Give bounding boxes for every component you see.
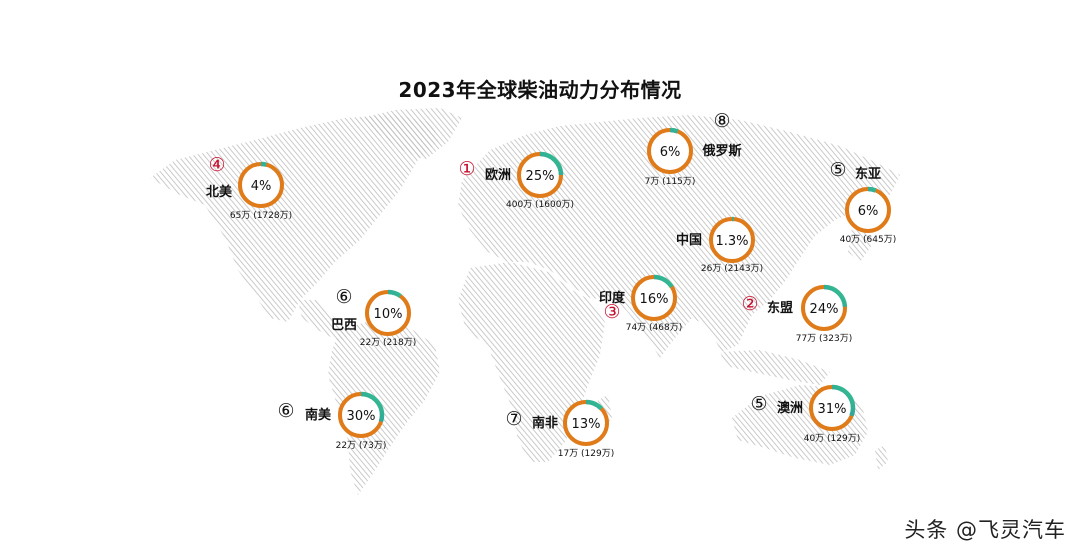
region-marker: 10% 22万 (218万)巴西 ⑥ bbox=[331, 286, 416, 348]
region-name: 巴西 bbox=[331, 318, 357, 333]
continent-eurasia bbox=[458, 115, 900, 358]
donut-share-arc bbox=[516, 151, 564, 199]
region-name: 南非 bbox=[532, 415, 558, 431]
donut-share-arc bbox=[237, 161, 285, 209]
share-label: 10% bbox=[374, 307, 403, 322]
region-name: 俄罗斯 bbox=[701, 143, 741, 159]
donut-share-arc bbox=[364, 289, 412, 337]
share-label: 6% bbox=[858, 204, 879, 219]
region-marker: 25% 400万 (1600万) 欧洲 ① bbox=[458, 151, 574, 210]
region-markers: 4% 65万 (1728万) 北美 ④ 25% 400万 (1600万) 欧洲 ① 6% 7万 (… bbox=[206, 110, 896, 459]
share-label: 1.3% bbox=[715, 234, 748, 249]
region-name: 南美 bbox=[305, 407, 332, 423]
rank-badge: ⑥ bbox=[335, 286, 352, 308]
rank-badge: ⑥ bbox=[277, 400, 294, 422]
region-marker: 1.3% 26万 (2143万) 中国 bbox=[676, 216, 763, 274]
chart-title: 2023年全球柴油动力分布情况 bbox=[398, 78, 682, 102]
share-label: 30% bbox=[347, 409, 376, 424]
rank-badge: ⑤ bbox=[750, 393, 767, 415]
volume-label: 65万 (1728万) bbox=[230, 211, 292, 221]
share-label: 4% bbox=[251, 179, 272, 194]
donut-share-arc bbox=[337, 391, 385, 439]
region-name: 澳洲 bbox=[777, 400, 803, 416]
region-marker: 13% 17万 (129万) 南非 ⑦ bbox=[505, 399, 615, 459]
rank-badge: ④ bbox=[208, 154, 225, 176]
donut-share-arc bbox=[808, 384, 856, 432]
volume-label: 26万 (2143万) bbox=[701, 264, 763, 274]
donut-share-arc bbox=[844, 186, 892, 234]
region-marker: 6% 7万 (115万) 俄罗斯 ⑧ bbox=[645, 110, 742, 187]
volume-label: 40万 (645万) bbox=[840, 235, 897, 245]
continent-north-america bbox=[150, 115, 440, 322]
watermark: 头条 @飞灵汽车 bbox=[904, 518, 1066, 542]
region-name: 印度 bbox=[599, 290, 626, 306]
share-label: 31% bbox=[818, 402, 847, 417]
donut-share-arc bbox=[800, 284, 848, 332]
region-name: 东盟 bbox=[767, 300, 793, 316]
rank-badge: ⑤ bbox=[829, 159, 846, 181]
donut-share-arc bbox=[646, 127, 694, 175]
donut-share-arc bbox=[562, 399, 610, 447]
region-name: 中国 bbox=[676, 232, 702, 248]
rank-badge: ① bbox=[458, 158, 475, 180]
donut-share-arc bbox=[708, 216, 756, 264]
region-marker: 16% 74万 (468万) 印度③ bbox=[599, 274, 683, 333]
region-marker: 4% 65万 (1728万) 北美 ④ bbox=[206, 154, 292, 221]
share-label: 13% bbox=[572, 417, 601, 432]
rank-badge: ⑧ bbox=[713, 110, 730, 132]
region-marker: 30% 22万 (73万) 南美 ⑥ bbox=[277, 391, 387, 451]
volume-label: 22万 (218万) bbox=[360, 338, 417, 348]
world-map bbox=[150, 108, 900, 495]
continent-central-america bbox=[298, 300, 352, 342]
volume-label: 77万 (323万) bbox=[796, 334, 853, 344]
islands-southeast-asia bbox=[720, 350, 830, 385]
share-label: 6% bbox=[660, 145, 681, 160]
region-name: 东亚 bbox=[855, 166, 881, 182]
region-name: 欧洲 bbox=[485, 167, 511, 183]
share-label: 25% bbox=[526, 169, 555, 184]
island-new-zealand bbox=[875, 445, 888, 470]
volume-label: 40万 (129万) bbox=[804, 434, 861, 444]
region-marker: 31% 40万 (129万) 澳洲 ⑤ bbox=[750, 384, 861, 444]
volume-label: 74万 (468万) bbox=[626, 323, 683, 333]
continent-south-america bbox=[328, 318, 440, 495]
region-marker: 6% 40万 (645万) 东亚 ⑤ bbox=[829, 159, 896, 245]
share-label: 24% bbox=[810, 302, 839, 317]
donut-share-arc bbox=[630, 274, 678, 322]
region-name: 北美 bbox=[206, 184, 233, 200]
region-marker: 24% 77万 (323万) 东盟 ② bbox=[741, 284, 853, 344]
rank-badge: ③ bbox=[603, 301, 620, 323]
rank-badge: ② bbox=[741, 293, 758, 315]
continent-greenland bbox=[360, 108, 462, 160]
volume-label: 22万 (73万) bbox=[336, 441, 387, 451]
share-label: 16% bbox=[640, 292, 669, 307]
rank-badge: ⑦ bbox=[505, 408, 522, 430]
volume-label: 400万 (1600万) bbox=[506, 200, 574, 210]
volume-label: 17万 (129万) bbox=[558, 449, 615, 459]
volume-label: 7万 (115万) bbox=[645, 177, 696, 187]
